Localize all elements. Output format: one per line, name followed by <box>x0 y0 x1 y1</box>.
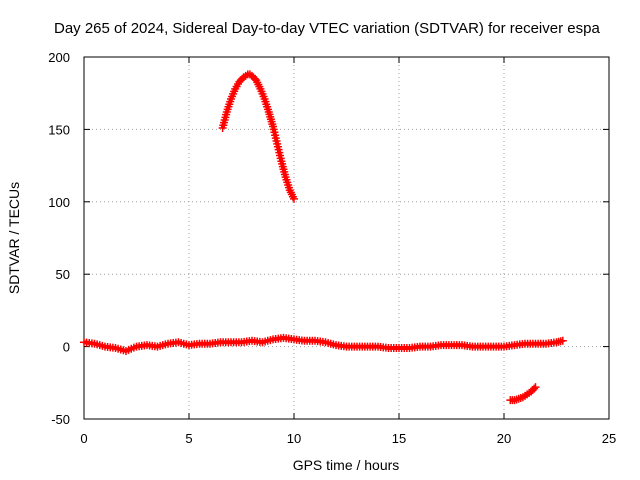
y-axis-label: SDTVAR / TECUs <box>6 182 22 294</box>
series-arc <box>218 70 298 203</box>
x-tick-label: 5 <box>185 431 192 446</box>
data-point-marker <box>530 384 539 393</box>
x-tick-label: 15 <box>392 431 406 446</box>
y-tick-label: 200 <box>48 50 70 65</box>
x-tick-label: 10 <box>287 431 301 446</box>
y-tick-label: 50 <box>56 267 70 282</box>
y-tick-label: -50 <box>51 412 70 427</box>
x-axis-label: GPS time / hours <box>293 457 400 473</box>
series-baseline <box>80 333 567 355</box>
y-tick-label: 100 <box>48 195 70 210</box>
x-tick-label: 20 <box>497 431 511 446</box>
x-tick-label: 25 <box>602 431 616 446</box>
x-tick-label: 0 <box>80 431 87 446</box>
chart-title: Day 265 of 2024, Sidereal Day-to-day VTE… <box>54 20 600 37</box>
y-tick-label: 150 <box>48 122 70 137</box>
axis-ticks: 0 5 10 15 20 25 -50 0 50 100 150 200 <box>48 50 616 446</box>
data-point <box>531 383 540 392</box>
y-tick-label: 0 <box>63 340 70 355</box>
plot-area-border <box>83 56 610 420</box>
series-late-segment <box>506 383 540 405</box>
data-marks <box>80 70 567 405</box>
data-point <box>290 194 298 203</box>
data-point <box>558 336 567 345</box>
grid-lines <box>84 57 609 419</box>
